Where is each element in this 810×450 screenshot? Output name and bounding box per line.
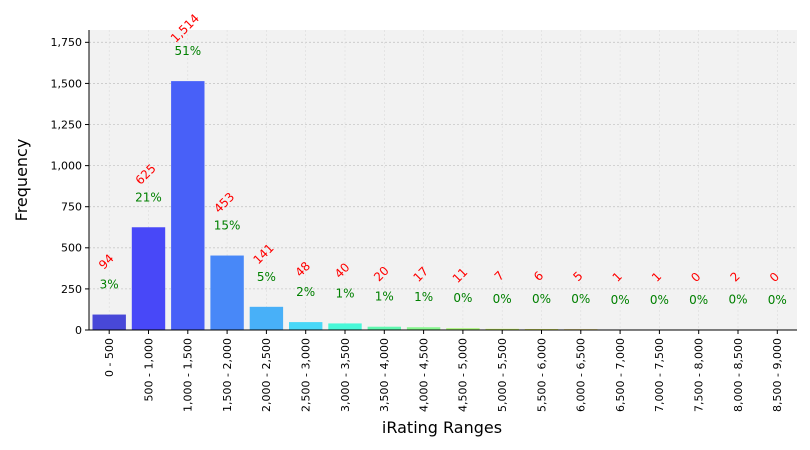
y-tick-label: 0 xyxy=(75,324,82,337)
axes: 0 - 500 500 - 1,000 1,000 - 1,500 1,500 - 2… xyxy=(51,30,797,412)
bar xyxy=(210,255,244,330)
x-tick-label: 4,000 - 4,500 xyxy=(417,338,430,412)
x-tick-label: 5,500 - 6,000 xyxy=(535,338,548,412)
percent-label: 1% xyxy=(414,290,433,304)
y-tick-label: 1,250 xyxy=(51,118,83,131)
x-tick-label: 500 - 1,000 xyxy=(142,338,155,401)
percent-label: 0% xyxy=(493,292,512,306)
percent-label: 15% xyxy=(214,219,241,233)
bar xyxy=(249,306,284,330)
bar xyxy=(367,326,401,330)
x-tick-label: 1,500 - 2,000 xyxy=(221,338,234,412)
y-tick-label: 750 xyxy=(61,201,82,214)
percent-label: 1% xyxy=(375,290,394,304)
x-tick-label: 3,000 - 3,500 xyxy=(339,338,352,412)
x-tick-label: 8,000 - 8,500 xyxy=(732,338,745,412)
x-tick-label: 2,500 - 3,000 xyxy=(300,338,313,412)
y-tick-label: 1,000 xyxy=(51,159,83,172)
percent-label: 0% xyxy=(453,291,472,305)
bars xyxy=(92,81,755,330)
bar xyxy=(171,81,205,330)
plot-area xyxy=(89,30,797,330)
x-tick-label: 8,500 - 9,000 xyxy=(771,338,784,412)
percent-label: 0% xyxy=(768,293,787,307)
percent-label: 0% xyxy=(689,293,708,307)
y-axis-title: Frequency xyxy=(12,139,31,222)
y-tick-label: 1,500 xyxy=(51,77,83,90)
percent-label: 2% xyxy=(296,285,315,299)
bar xyxy=(131,227,166,330)
x-tick-label: 6,500 - 7,000 xyxy=(614,338,627,412)
bar xyxy=(92,314,126,330)
percent-label: 1% xyxy=(335,286,354,300)
percent-label: 5% xyxy=(257,270,276,284)
x-tick-label: 0 - 500 xyxy=(103,338,116,377)
percent-label: 0% xyxy=(611,293,630,307)
percent-label: 0% xyxy=(650,293,669,307)
x-axis-title: iRating Ranges xyxy=(382,418,502,437)
bar xyxy=(406,327,441,330)
bar xyxy=(446,328,480,330)
y-tick-label: 500 xyxy=(61,242,82,255)
x-tick-label: 6,000 - 6,500 xyxy=(575,338,588,412)
percent-label: 3% xyxy=(100,278,119,292)
percent-label: 51% xyxy=(174,44,201,58)
x-tick-label: 1,000 - 1,500 xyxy=(182,338,195,412)
x-tick-label: 5,000 - 5,500 xyxy=(496,338,509,412)
x-tick-label: 4,500 - 5,000 xyxy=(457,338,470,412)
y-tick-label: 250 xyxy=(61,283,82,296)
x-tick-label: 3,500 - 4,000 xyxy=(378,338,391,412)
percent-label: 21% xyxy=(135,190,162,204)
percent-label: 0% xyxy=(532,292,551,306)
x-tick-label: 2,000 - 2,500 xyxy=(260,338,273,412)
percent-label: 0% xyxy=(728,293,747,307)
y-tick-label: 1,750 xyxy=(51,36,83,49)
x-tick-label: 7,000 - 7,500 xyxy=(653,338,666,412)
bar xyxy=(289,322,323,330)
x-tick-label: 7,500 - 8,000 xyxy=(693,338,706,412)
bar xyxy=(328,323,362,330)
bar xyxy=(485,328,519,330)
percent-label: 0% xyxy=(571,292,590,306)
